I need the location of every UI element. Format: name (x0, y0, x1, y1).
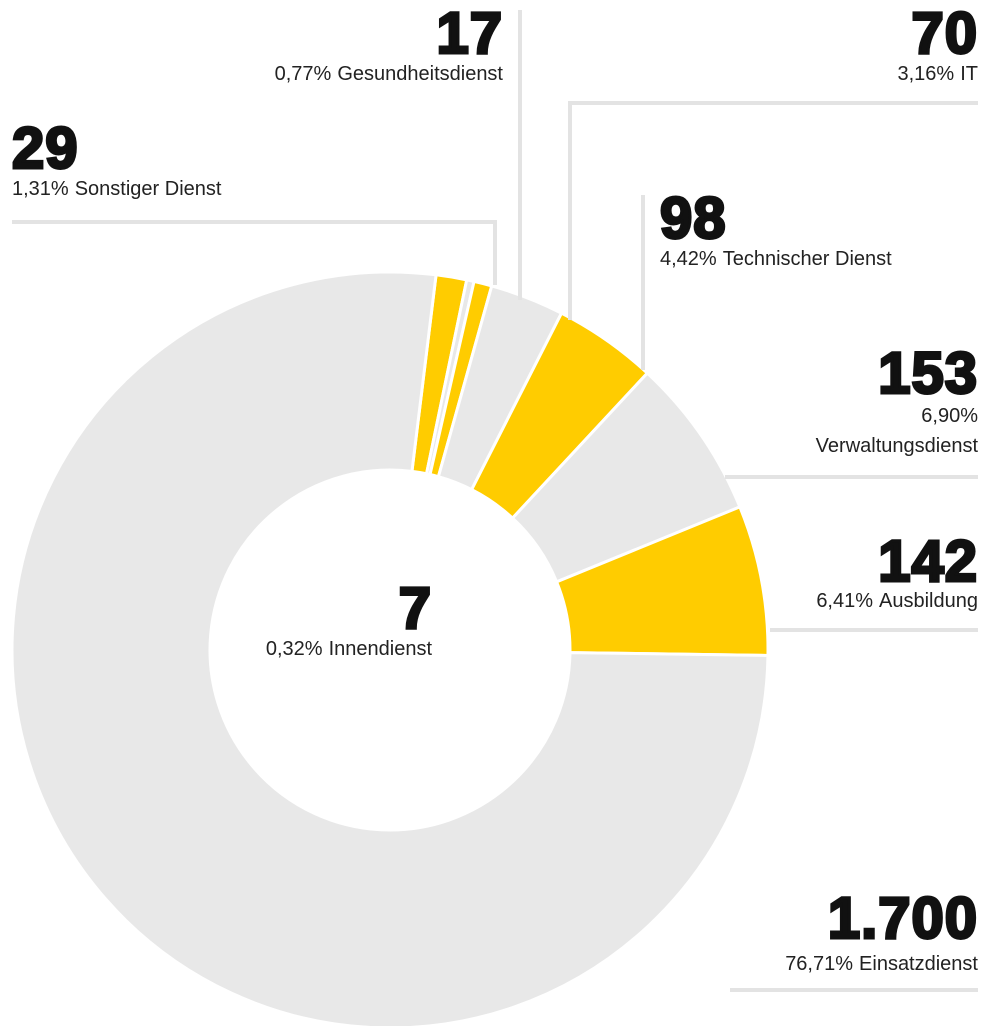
value-label: 142 (878, 529, 978, 594)
category-label: IT (960, 63, 978, 85)
percentage-label: 6,41% (816, 590, 873, 612)
segment-label: 3,16% IT (898, 63, 979, 85)
leader-line (12, 220, 497, 285)
percentage-label: 4,42% (660, 248, 717, 270)
value-label: 153 (878, 341, 978, 406)
leader-line (568, 101, 978, 320)
donut (10, 270, 770, 1026)
percentage-label: 1,31% (12, 178, 69, 200)
value-label: 29 (12, 116, 79, 181)
segment-label: 0,77% Gesundheitsdienst (275, 63, 504, 85)
segment-label: 0,32% Innendienst (266, 638, 433, 660)
category-label: Sonstiger Dienst (75, 178, 222, 200)
leader-lines (12, 10, 978, 992)
donut-segment (10, 270, 770, 1026)
category-label: Verwaltungsdienst (816, 435, 979, 457)
percentage-label: 76,71% (785, 953, 853, 975)
segment-label: 6,41% Ausbildung (816, 590, 978, 612)
percentage-label: 0,32% (266, 638, 323, 660)
percentage-label: 6,90% (921, 405, 978, 427)
category-label: Innendienst (329, 638, 433, 660)
value-label: 98 (660, 186, 727, 251)
segment-label: 4,42% Technischer Dienst (660, 248, 892, 270)
category-label: Einsatzdienst (859, 953, 978, 975)
value-label: 17 (436, 1, 503, 66)
category-label: Ausbildung (879, 590, 978, 612)
segment-label: 76,71% Einsatzdienst (785, 953, 978, 975)
segment-label: 1,31% Sonstiger Dienst (12, 178, 222, 200)
category-label: Technischer Dienst (723, 248, 892, 270)
percentage-label: 3,16% (898, 63, 955, 85)
value-label: 7 (399, 576, 432, 641)
percentage-label: 0,77% (275, 63, 332, 85)
category-label: Gesundheitsdienst (337, 63, 503, 85)
value-label: 1.700 (828, 886, 978, 951)
value-label: 70 (911, 1, 978, 66)
